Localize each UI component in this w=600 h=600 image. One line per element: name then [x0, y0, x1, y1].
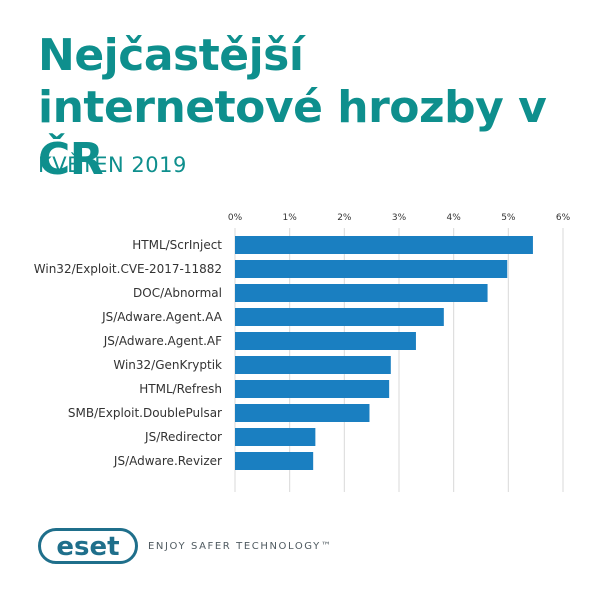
category-label: Win32/GenKryptik: [113, 358, 222, 372]
x-tick-label: 6%: [556, 213, 571, 223]
bar: [235, 428, 316, 446]
eset-logo: eset: [38, 528, 138, 564]
bar: [235, 380, 390, 398]
category-label: SMB/Exploit.DoublePulsar: [68, 406, 222, 420]
bar: [235, 356, 391, 374]
page-subtitle: KVĚTEN 2019: [38, 153, 187, 177]
category-label: JS/Redirector: [144, 430, 222, 444]
bar: [235, 404, 370, 422]
x-tick-label: 1%: [283, 213, 298, 223]
x-tick-label: 0%: [228, 213, 243, 223]
bar: [235, 284, 488, 302]
category-labels: HTML/ScrInject Win32/Exploit.CVE-2017-118…: [34, 238, 223, 468]
footer: eset ENJOY SAFER TECHNOLOGY™: [38, 528, 332, 564]
bar-chart: 0% 1% 2% 3% 4% 5% 6% HTML/ScrInject Win32/Explo…: [34, 213, 571, 492]
category-label: HTML/Refresh: [139, 382, 222, 396]
bar: [235, 452, 314, 470]
category-label: Win32/Exploit.CVE-2017-11882: [34, 262, 222, 276]
x-tick-label: 4%: [447, 213, 462, 223]
category-label: JS/Adware.Revizer: [113, 454, 222, 468]
category-label: HTML/ScrInject: [132, 238, 222, 252]
svg-text:eset: eset: [56, 532, 119, 562]
tagline: ENJOY SAFER TECHNOLOGY™: [148, 540, 333, 552]
bar: [235, 332, 416, 350]
category-label: JS/Adware.Agent.AF: [103, 334, 222, 348]
x-tick-label: 5%: [501, 213, 516, 223]
x-tick-label: 2%: [337, 213, 352, 223]
page-title: Nejčastější internetové hrozby v ČR: [38, 30, 547, 185]
x-tick-label: 3%: [392, 213, 407, 223]
x-axis-ticks: 0% 1% 2% 3% 4% 5% 6%: [228, 213, 571, 223]
category-label: JS/Adware.Agent.AA: [101, 310, 223, 324]
category-label: DOC/Abnormal: [133, 286, 222, 300]
bar: [235, 308, 444, 326]
bar: [235, 236, 533, 254]
bars: [235, 236, 533, 470]
bar: [235, 260, 508, 278]
